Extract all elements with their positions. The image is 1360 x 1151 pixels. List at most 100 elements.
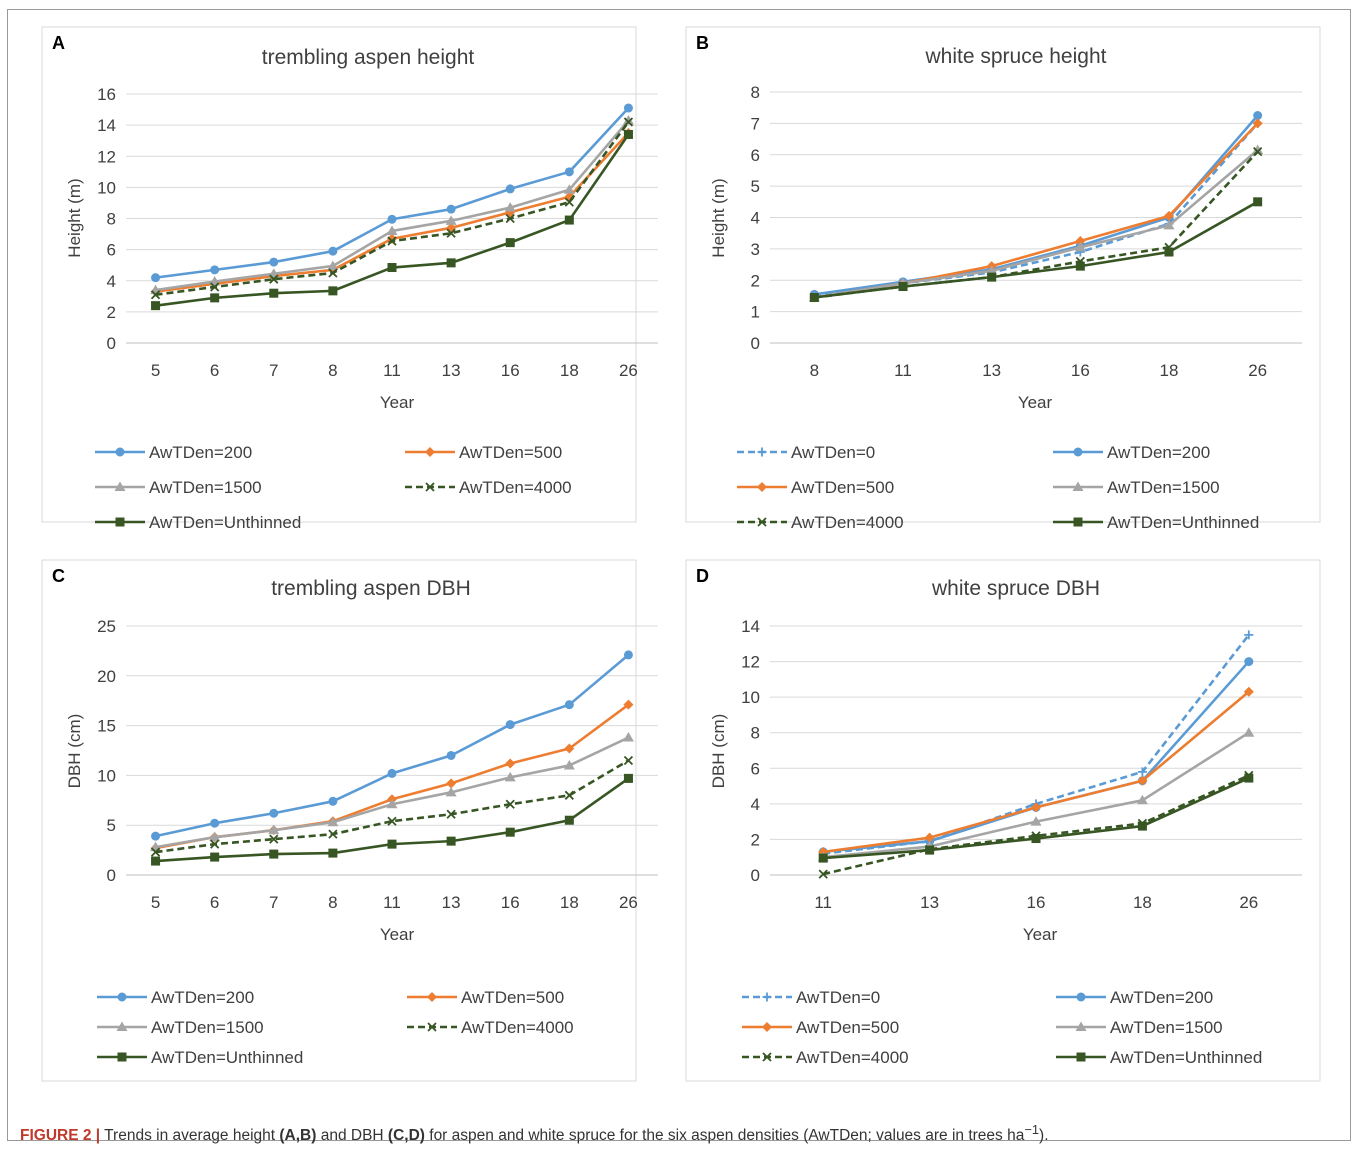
data-point: [623, 773, 633, 783]
legend-label: AwTDen=Unthinned: [1107, 513, 1259, 532]
data-point: [150, 290, 161, 300]
data-point: [268, 824, 280, 835]
x-tick-label: 7: [269, 893, 278, 912]
data-point: [446, 778, 457, 789]
caption-text-3: for aspen and white spruce for the six a…: [424, 1127, 1025, 1145]
data-point: [564, 743, 575, 754]
data-point: [210, 818, 220, 828]
legend-marker: [1075, 1021, 1087, 1031]
legend-label: AwTDen=4000: [791, 513, 904, 532]
caption-text-2: and DBH: [316, 1127, 388, 1145]
data-point: [1244, 657, 1254, 667]
legend-entry: AwTDen=4000: [405, 478, 572, 497]
legend-entry: AwTDen=200: [1056, 988, 1213, 1007]
legend-entry: AwTDen=Unthinned: [95, 513, 301, 532]
legend-label: AwTDen=1500: [1110, 1018, 1223, 1037]
data-point: [328, 286, 338, 296]
y-tick-label: 8: [751, 83, 760, 102]
legend-entry: AwTDen=500: [737, 478, 894, 497]
data-point: [564, 167, 574, 177]
data-point: [564, 700, 574, 710]
series-awtden-unthinned: [809, 197, 1263, 303]
y-tick-label: 6: [107, 241, 116, 260]
legend-entry: AwTDen=Unthinned: [1056, 1048, 1262, 1067]
legend-entry: AwTDen=1500: [1056, 1018, 1223, 1037]
data-point: [445, 215, 457, 225]
data-point: [210, 852, 220, 862]
data-point: [446, 750, 456, 760]
data-point: [1075, 236, 1086, 247]
data-point: [564, 197, 574, 207]
data-point: [1163, 219, 1175, 230]
series-awtden-4000: [150, 117, 634, 300]
legend-marker: [114, 481, 126, 491]
y-tick-label: 12: [97, 147, 116, 166]
data-point: [925, 845, 935, 855]
data-point: [505, 799, 515, 809]
legend-marker: [1076, 1052, 1086, 1062]
legend-label: AwTDen=0: [796, 988, 880, 1007]
y-tick-label: 5: [751, 177, 760, 196]
x-tick-label: 11: [814, 893, 832, 912]
series-line: [814, 200, 1259, 299]
series-line: [814, 149, 1259, 299]
chart-title: white spruce height: [925, 45, 1107, 68]
legend-marker: [762, 992, 772, 1002]
data-point: [564, 215, 574, 225]
legend-entry: AwTDen=500: [405, 443, 562, 462]
y-tick-label: 7: [751, 114, 760, 133]
caption-superscript: −1: [1024, 1122, 1040, 1137]
panel-label: D: [696, 566, 709, 586]
x-tick-label: 18: [560, 361, 579, 380]
series-line: [155, 759, 630, 854]
series-line: [822, 774, 1250, 876]
x-tick-label: 13: [920, 893, 939, 912]
legend-label: AwTDen=0: [791, 443, 875, 462]
data-point: [623, 650, 633, 660]
data-point: [505, 720, 515, 730]
data-point: [1137, 775, 1148, 786]
legend-label: AwTDen=1500: [1107, 478, 1220, 497]
data-point: [151, 273, 161, 283]
data-point: [446, 836, 456, 846]
x-tick-label: 18: [560, 893, 579, 912]
x-tick-label: 6: [210, 893, 219, 912]
legend-marker: [427, 992, 437, 1002]
legend-entry: AwTDen=4000: [737, 513, 904, 532]
legend-marker: [757, 447, 767, 457]
legend-marker: [117, 1052, 127, 1062]
x-tick-label: 8: [328, 361, 337, 380]
data-point: [328, 796, 338, 806]
legend-label: AwTDen=1500: [151, 1018, 264, 1037]
chart-title: trembling aspen DBH: [271, 577, 471, 600]
data-point: [564, 815, 574, 825]
data-point: [1253, 111, 1263, 121]
data-point: [387, 263, 397, 273]
legend-entry: AwTDen=500: [407, 988, 564, 1007]
legend-marker: [115, 517, 125, 527]
data-point: [328, 829, 338, 839]
figure-caption: FIGURE 2 | Trends in average height (A,B…: [20, 1122, 1340, 1145]
y-tick-label: 14: [97, 116, 116, 135]
x-tick-label: 8: [328, 893, 337, 912]
data-point: [387, 839, 397, 849]
data-point: [269, 257, 279, 267]
x-axis-label: Year: [380, 925, 415, 944]
x-axis-label: Year: [1018, 393, 1053, 412]
y-tick-label: 5: [107, 816, 116, 835]
y-tick-label: 4: [107, 272, 116, 291]
legend-entry: AwTDen=1500: [97, 1018, 264, 1037]
data-point: [1164, 247, 1174, 257]
x-tick-label: 26: [619, 893, 638, 912]
data-point: [1253, 197, 1263, 207]
legend-label: AwTDen=200: [151, 988, 254, 1007]
x-tick-label: 13: [442, 893, 461, 912]
legend-marker: [427, 1022, 437, 1032]
y-tick-label: 10: [741, 688, 760, 707]
x-tick-label: 16: [501, 361, 520, 380]
legend-marker: [425, 482, 435, 492]
data-point: [269, 834, 279, 844]
data-point: [623, 117, 634, 127]
